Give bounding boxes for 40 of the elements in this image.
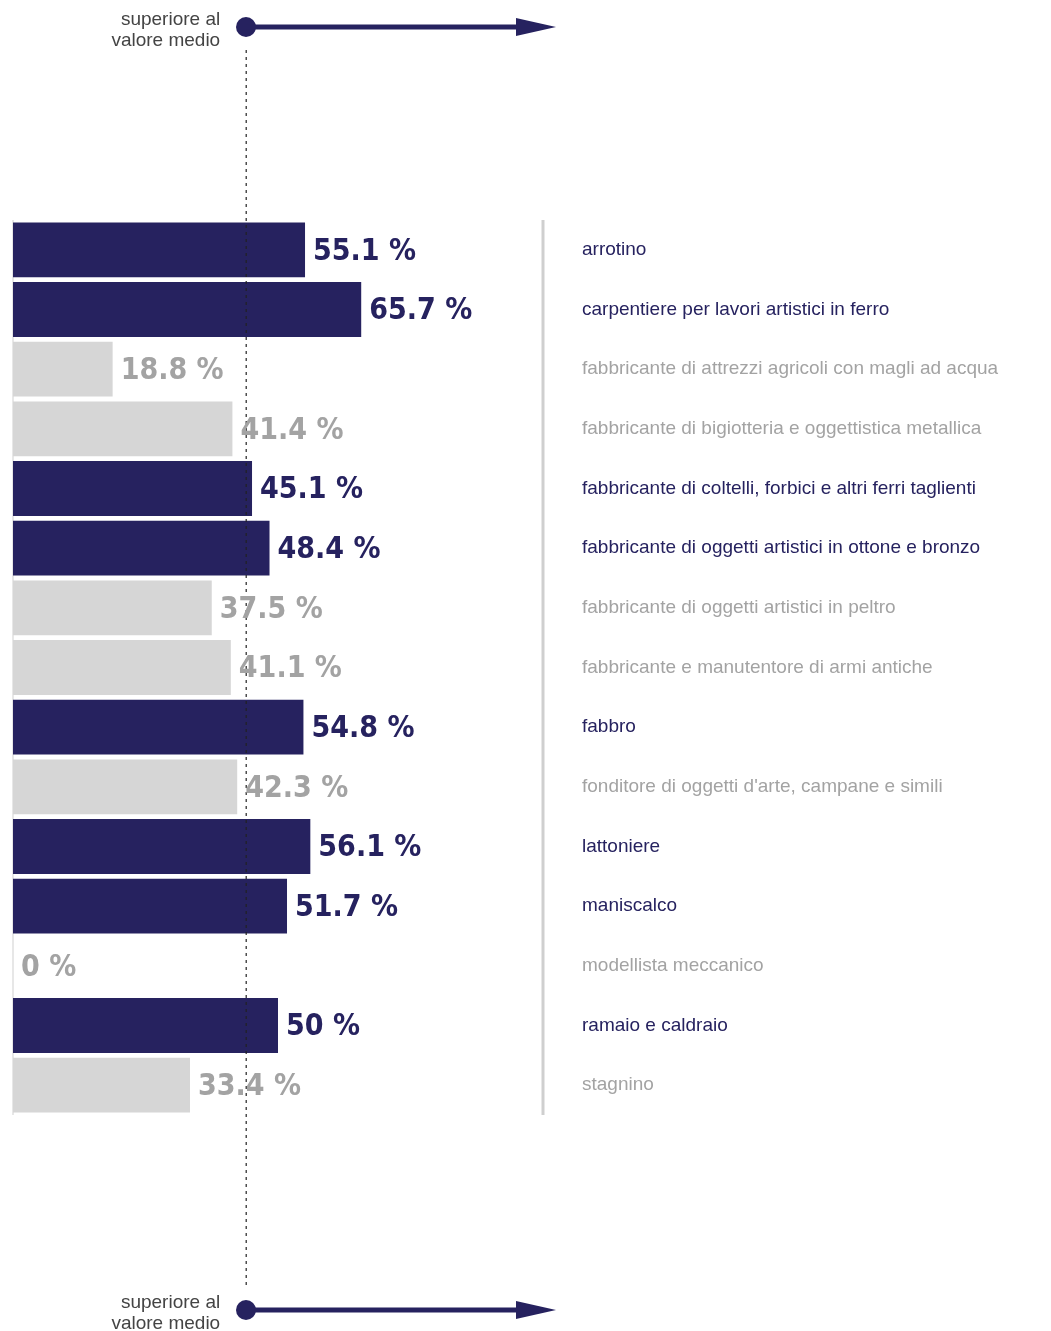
y-tick-label: fabbro xyxy=(582,715,636,737)
text: superiore al valore medio xyxy=(110,1291,221,1331)
bar xyxy=(13,819,311,874)
data-label: 51.7 % xyxy=(295,887,399,923)
bar xyxy=(13,222,306,278)
data-label: 56.1 % xyxy=(318,828,422,864)
bar xyxy=(13,699,304,755)
y-tick-label: fabbricante di attrezzi agricoli con magli ad acqua xyxy=(582,357,999,379)
data-label: 18.8 % xyxy=(120,350,224,386)
y-tick-label: fabbricante di bigiotteria e oggettistica metallica xyxy=(582,417,982,439)
data-label: 33.4 % xyxy=(198,1066,302,1102)
y-tick-label: carpentiere per lavori artistici in ferro xyxy=(582,297,890,319)
y-tick-label: modellista meccanico xyxy=(582,954,764,976)
data-label: 42.3 % xyxy=(245,768,349,804)
data-label: 41.4 % xyxy=(240,410,344,446)
bar xyxy=(13,520,270,576)
bar xyxy=(13,998,278,1053)
bar xyxy=(13,282,362,337)
bar xyxy=(13,461,253,516)
data-label: 65.7 % xyxy=(369,291,473,327)
bar xyxy=(13,878,288,934)
y-tick-label: arrotino xyxy=(582,238,647,260)
y-tick-label: fabbricante di coltelli, forbici e altri ferri taglienti xyxy=(582,476,976,498)
data-label: 50 % xyxy=(286,1007,360,1043)
y-tick-label: fonditore di oggetti d'arte, campane e simili xyxy=(582,775,943,797)
y-tick-label: stagnino xyxy=(582,1073,654,1095)
y-tick-label: lattoniere xyxy=(582,834,661,856)
data-label: 0 % xyxy=(21,947,77,983)
data-label: 48.4 % xyxy=(277,529,381,565)
y-tick-label: fabbricante e manutentore di armi antiche xyxy=(582,655,933,677)
data-label: 45.1 % xyxy=(260,470,364,506)
data-label: 54.8 % xyxy=(311,708,415,744)
data-label: 41.1 % xyxy=(238,649,342,685)
y-tick-label: maniscalco xyxy=(582,894,678,916)
y-tick-label: ramaio e caldraio xyxy=(582,1013,728,1035)
y-tick-label: fabbricante di oggetti artistici in ottone e bronzo xyxy=(582,536,981,558)
data-label: 55.1 % xyxy=(313,231,417,267)
data-label: 37.5 % xyxy=(219,589,323,625)
text: superiore al valore medio xyxy=(110,8,221,50)
y-tick-label: fabbricante di oggetti artistici in peltro xyxy=(582,596,896,618)
